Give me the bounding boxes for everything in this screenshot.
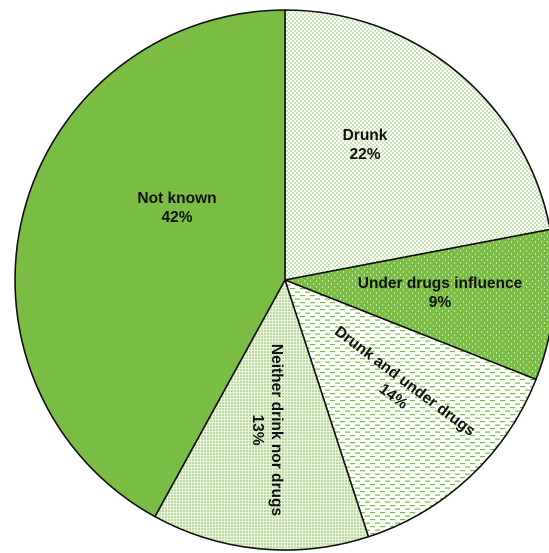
slice-name: Under drugs influence (358, 275, 523, 292)
slice-percentage: 42% (161, 209, 192, 226)
slice-percentage: 9% (429, 294, 452, 311)
slice-percentage: 22% (349, 146, 380, 163)
slice-name: Drunk (343, 127, 388, 144)
slice-percentage: 13% (249, 414, 266, 445)
slice-name: Not known (137, 190, 216, 207)
slice-name: Neither drink nor drugs (268, 344, 285, 516)
